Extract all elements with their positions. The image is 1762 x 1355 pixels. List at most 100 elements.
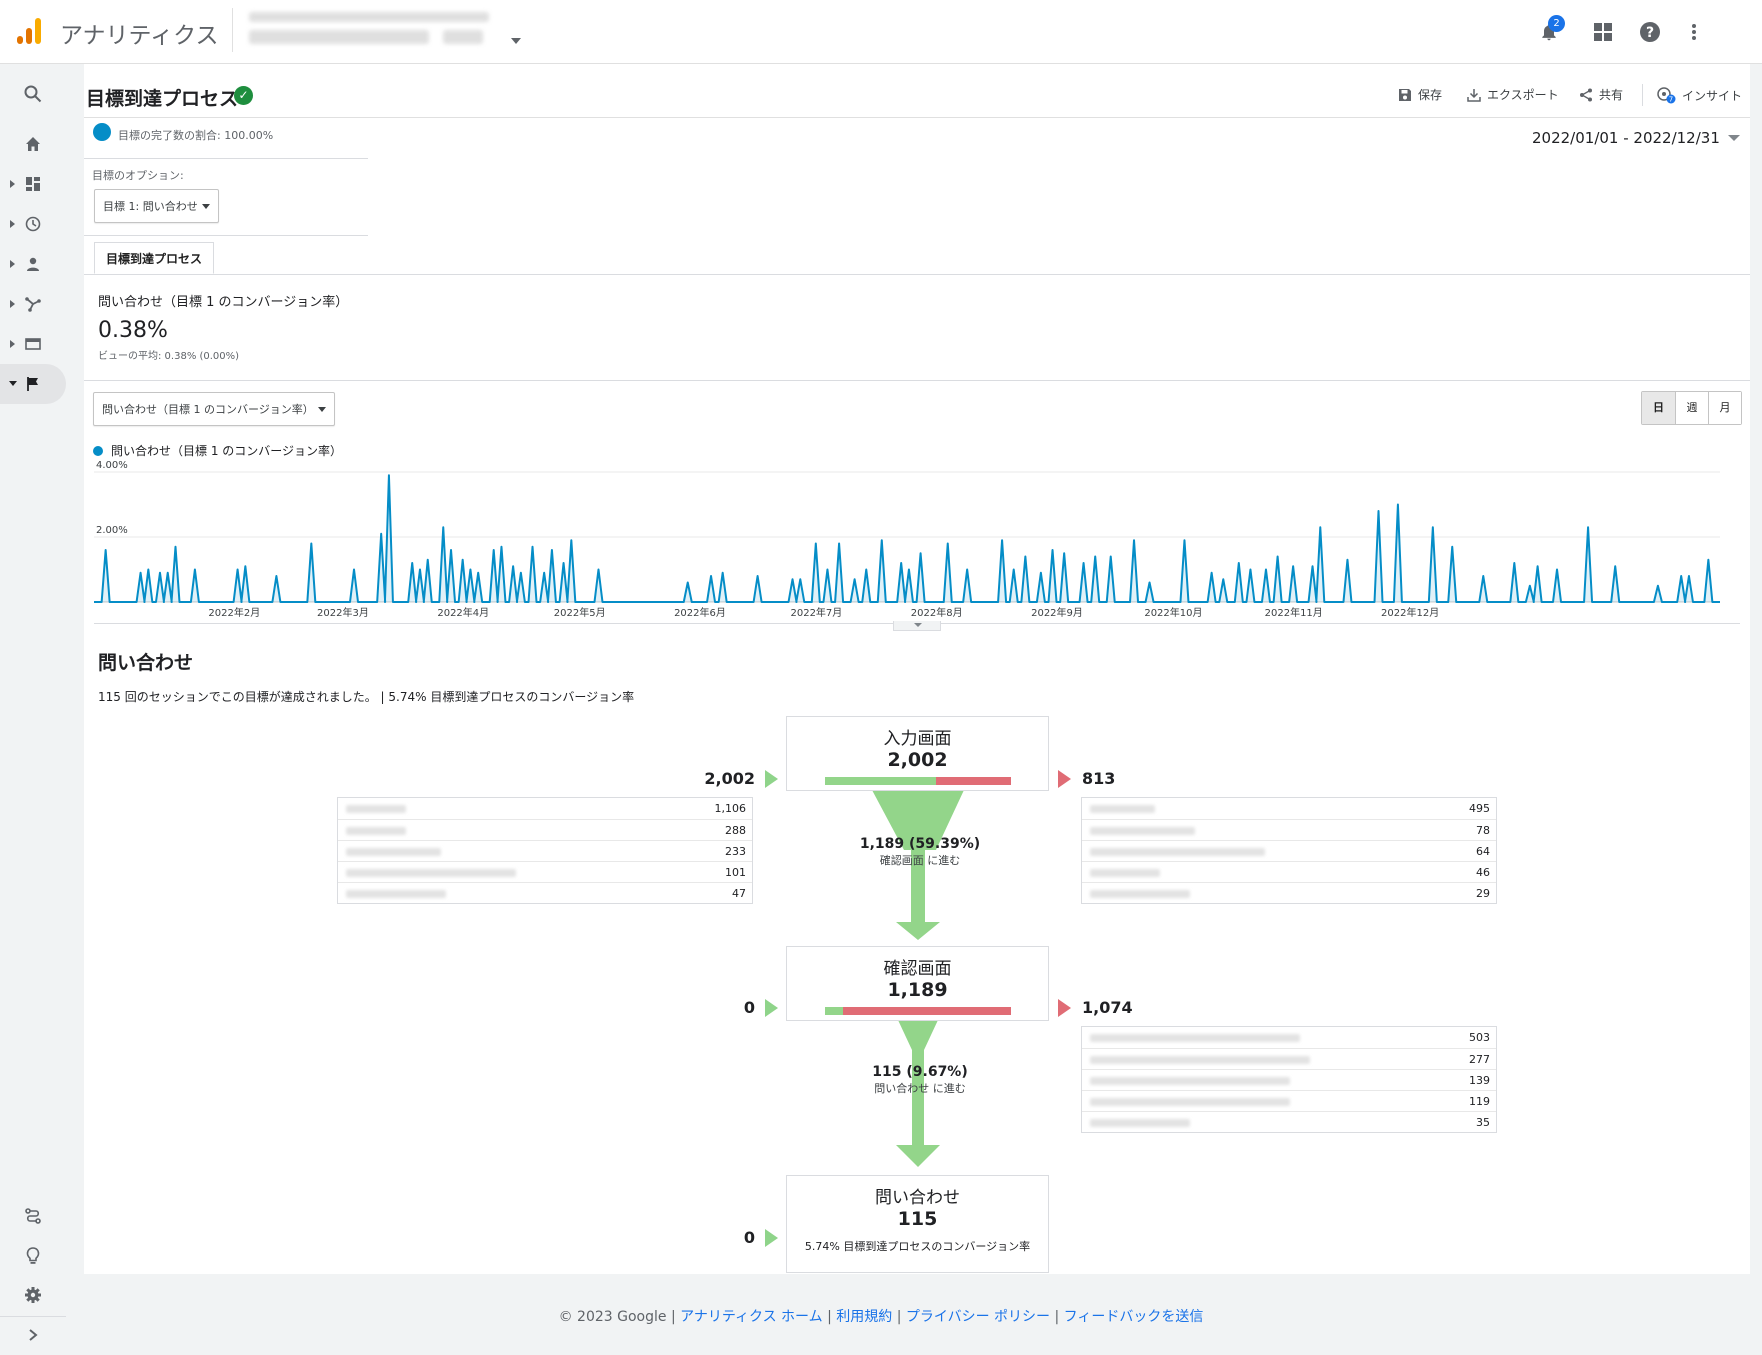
dashboard-icon[interactable] [0, 164, 66, 204]
goal-option-value: 目標 1: 問い合わせ [103, 200, 198, 213]
svg-text:7: 7 [1669, 96, 1673, 104]
table-row[interactable]: 78 [1082, 819, 1496, 840]
step-value: 115 [897, 1208, 938, 1230]
chart-legend: 問い合わせ（目標 1 のコンバージョン率） [93, 442, 342, 459]
table-row[interactable]: 277 [1082, 1048, 1496, 1069]
apps-grid-icon[interactable] [1589, 18, 1617, 46]
save-icon [1399, 88, 1411, 101]
table-row[interactable]: 29 [1082, 882, 1496, 903]
granularity-week-button[interactable]: 週 [1675, 392, 1708, 424]
x-tick-label: 2022年11月 [1265, 606, 1323, 619]
funnel-step-input[interactable]: 入力画面 2,002 [786, 716, 1049, 791]
footer-link-terms[interactable]: 利用規約 [836, 1309, 893, 1325]
table-row[interactable]: 139 [1082, 1069, 1496, 1090]
help-icon[interactable]: ? [1636, 18, 1664, 46]
metric-average: ビューの平均: 0.38% (0.00%) [98, 351, 240, 362]
exit-pages-table: 503 277 139 119 35 [1081, 1026, 1497, 1133]
table-row[interactable]: 35 [1082, 1111, 1496, 1132]
granularity-day-button[interactable]: 日 [1642, 392, 1675, 424]
x-tick-label: 2022年12月 [1381, 606, 1439, 619]
funnel-step-goal[interactable]: 問い合わせ 115 5.74% 目標到達プロセスのコンバージョン率 [786, 1175, 1049, 1273]
transition-label: 問い合わせ に進む [874, 1082, 966, 1095]
tab-funnel[interactable]: 目標到達プロセス [94, 242, 214, 274]
transition-label: 確認画面 に進む [879, 854, 961, 867]
search-icon[interactable] [0, 74, 66, 114]
goal-option-label: 目標のオプション: [92, 169, 184, 182]
entry-arrow-icon [765, 770, 778, 788]
step-entries: 0 [743, 998, 755, 1017]
save-button[interactable]: 保存 [1398, 86, 1442, 103]
export-button[interactable]: エクスポート [1467, 86, 1559, 103]
footer: © 2023 Google | アナリティクス ホーム | 利用規約 | プライ… [558, 1309, 1204, 1325]
bar-exit [843, 1007, 1011, 1015]
chart-metric-select[interactable]: 問い合わせ（目標 1 のコンバージョン率） [93, 392, 335, 426]
behavior-icon[interactable] [0, 324, 66, 364]
discover-lightbulb-icon[interactable] [0, 1236, 66, 1276]
app-title: アナリティクス [60, 23, 219, 49]
entry-sources-table: 1,106 288 233 101 47 [337, 797, 753, 904]
table-row[interactable]: 495 [1082, 798, 1496, 819]
share-button[interactable]: 共有 [1579, 86, 1623, 103]
audience-person-icon[interactable] [0, 244, 66, 284]
page-title: 目標到達プロセス [86, 88, 239, 110]
dropdown-caret-icon [318, 407, 326, 412]
segment-dot [93, 123, 111, 141]
bar-continue [825, 1007, 843, 1015]
dropdown-caret-icon [202, 204, 210, 209]
insight-icon: 7 [1657, 87, 1676, 104]
footer-link-analytics-home[interactable]: アナリティクス ホーム [680, 1309, 823, 1325]
entry-arrow-icon [765, 999, 778, 1017]
transition-value: 115 (9.67%) [872, 1064, 968, 1080]
footer-link-feedback[interactable]: フィードバックを送信 [1063, 1309, 1204, 1325]
chart-collapse-handle[interactable] [893, 621, 941, 631]
table-row[interactable]: 233 [338, 840, 752, 861]
step-label: 問い合わせ [875, 1188, 960, 1208]
table-row[interactable]: 503 [1082, 1027, 1496, 1048]
insight-button[interactable]: 7 インサイト [1656, 86, 1742, 104]
date-range-picker[interactable]: 2022/01/01 - 2022/12/31 [1532, 129, 1740, 147]
step-value: 2,002 [887, 749, 948, 771]
transition-value: 1,189 (59.39%) [859, 836, 981, 852]
more-vert-icon[interactable] [1680, 18, 1708, 46]
step-label: 入力画面 [883, 729, 952, 749]
table-row[interactable]: 101 [338, 861, 752, 882]
step-exits: 813 [1082, 769, 1116, 788]
footer-link-privacy[interactable]: プライバシー ポリシー [905, 1309, 1051, 1325]
account-selector[interactable] [232, 8, 521, 52]
notification-badge: 2 [1548, 15, 1565, 32]
sidebar [0, 64, 66, 1355]
admin-gear-icon[interactable] [0, 1275, 66, 1315]
share-icon [1580, 88, 1592, 101]
y-tick-label: 2.00% [96, 525, 128, 536]
goal-option-select[interactable]: 目標 1: 問い合わせ [94, 189, 219, 223]
legend-label: 問い合わせ（目標 1 のコンバージョン率） [111, 444, 343, 458]
table-row[interactable]: 46 [1082, 861, 1496, 882]
transition-1: 1,189 (59.39%) 確認画面 に進む [820, 836, 1020, 868]
funnel-title: 問い合わせ [98, 652, 194, 674]
expand-sidebar-chevron-icon[interactable] [0, 1315, 66, 1355]
step-entries: 2,002 [704, 769, 755, 788]
step-note: 5.74% 目標到達プロセスのコンバージョン率 [804, 1240, 1031, 1253]
funnel-step-confirm[interactable]: 確認画面 1,189 [786, 946, 1049, 1021]
table-row[interactable]: 64 [1082, 840, 1496, 861]
table-row[interactable]: 119 [1082, 1090, 1496, 1111]
granularity-month-button[interactable]: 月 [1708, 392, 1741, 424]
realtime-clock-icon[interactable] [0, 204, 66, 244]
top-bar: アナリティクス 2 ? [0, 0, 1762, 64]
entry-arrow-icon [765, 1229, 778, 1247]
analytics-logo-icon [17, 18, 41, 44]
attribution-icon[interactable] [0, 1196, 66, 1236]
home-icon[interactable] [0, 124, 66, 164]
acquisition-icon[interactable] [0, 284, 66, 324]
x-tick-label: 2022年2月 [208, 606, 260, 619]
footer-copyright: © 2023 Google [558, 1309, 667, 1325]
x-tick-label: 2022年9月 [1031, 606, 1083, 619]
legend-dot [93, 445, 103, 456]
export-label: エクスポート [1487, 88, 1559, 102]
conversion-rate-chart: 4.00% 2.00% 2022年2月 2022年3月 2022年4月 2022年5月 20… [94, 460, 1720, 619]
table-row[interactable]: 1,106 [338, 798, 752, 819]
table-row[interactable]: 47 [338, 882, 752, 903]
table-row[interactable]: 288 [338, 819, 752, 840]
step-continue-bar [825, 1007, 1011, 1015]
bar-exit [936, 777, 1011, 785]
